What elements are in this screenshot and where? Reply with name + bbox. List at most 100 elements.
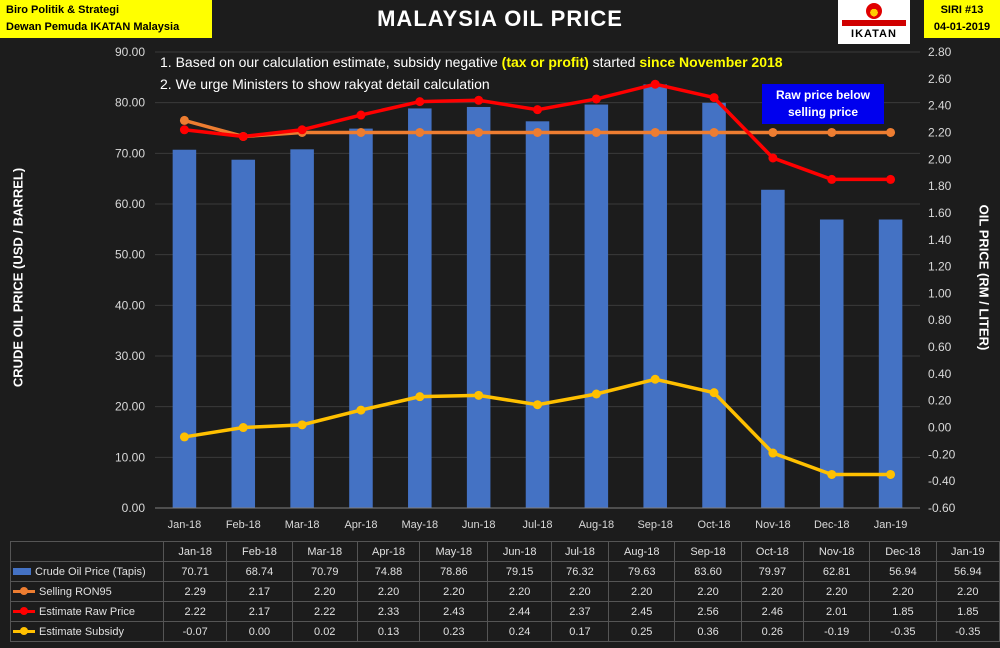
point-estimate-subsidy	[415, 392, 425, 402]
data-cell: 68.74	[226, 561, 293, 582]
data-cell: -0.35	[869, 621, 937, 642]
table-row: Estimate Subsidy -0.07 0.00 0.02 0.13 0.23 0.2…	[10, 621, 1000, 642]
point-estimate-subsidy	[650, 374, 660, 384]
data-cell: -0.19	[802, 621, 871, 642]
data-table-column-header: Dec-18	[869, 541, 937, 562]
table-row: Selling RON95 2.29 2.17 2.20 2.20 2.20 2.20 2.2…	[10, 581, 1000, 602]
y-right-tick-label: 1.80	[928, 179, 952, 193]
y-axis-left-label: CRUDE OIL PRICE (USD / BARREL)	[10, 167, 26, 388]
point-estimate-subsidy	[297, 420, 307, 430]
data-cell: 56.94	[869, 561, 937, 582]
x-tick-label: Apr-18	[344, 519, 377, 531]
series-date: 04-01-2019	[933, 21, 991, 33]
point-estimate-raw-price	[356, 110, 366, 120]
table-row: Estimate Raw Price 2.22 2.17 2.22 2.33 2.43 2.…	[10, 601, 1000, 622]
series-name-cell: Estimate Raw Price	[10, 601, 164, 622]
data-cell: 0.36	[674, 621, 742, 642]
publisher-line-1: Biro Politik & Strategi	[6, 4, 120, 16]
data-cell: 2.20	[935, 581, 1000, 602]
data-cell: 79.97	[740, 561, 805, 582]
legend-label: Estimate Subsidy	[39, 625, 124, 638]
data-cell: 0.00	[226, 621, 293, 642]
series-name-cell: Crude Oil Price (Tapis)	[10, 561, 164, 582]
y-right-tick-label: 1.00	[928, 286, 952, 300]
note-1: 1. Based on our calculation estimate, su…	[160, 54, 783, 70]
legend-key-icon	[13, 627, 35, 636]
data-table-column-header: Jan-18	[162, 541, 228, 562]
data-cell: 2.44	[487, 601, 552, 622]
data-cell: 2.46	[740, 601, 805, 622]
bar-crude-oil	[878, 219, 903, 508]
note-2: 2. We urge Ministers to show rakyat deta…	[160, 76, 490, 92]
y-left-tick-label: 70.00	[115, 146, 145, 160]
publisher-line-2: Dewan Pemuda IKATAN Malaysia	[6, 21, 180, 33]
bar-crude-oil	[525, 121, 550, 508]
y-left-tick-label: 20.00	[115, 400, 145, 414]
data-cell: 2.33	[356, 601, 421, 622]
y-right-tick-label: 0.20	[928, 394, 952, 408]
y-right-tick-label: 0.60	[928, 340, 952, 354]
y-right-tick-label: -0.40	[928, 474, 956, 488]
y-right-tick-label: 1.20	[928, 260, 952, 274]
legend-label: Estimate Raw Price	[39, 605, 135, 618]
y-right-tick-label: 0.40	[928, 367, 952, 381]
y-left-tick-label: 40.00	[115, 298, 145, 312]
y-right-tick-label: -0.60	[928, 501, 956, 515]
data-cell: 1.85	[935, 601, 1000, 622]
data-cell: 2.56	[674, 601, 742, 622]
point-estimate-subsidy	[591, 389, 601, 399]
data-cell: 2.17	[226, 601, 293, 622]
data-cell: 1.85	[869, 601, 937, 622]
y-left-tick-label: 80.00	[115, 96, 145, 110]
y-right-tick-label: 2.40	[928, 99, 952, 113]
data-table-column-header: May-18	[419, 541, 489, 562]
data-cell: 2.20	[869, 581, 937, 602]
data-table-column-header: Sep-18	[674, 541, 742, 562]
data-cell: 74.88	[356, 561, 421, 582]
data-table-column-header: Mar-18	[291, 541, 358, 562]
data-table-column-header: Jun-18	[487, 541, 552, 562]
point-selling-ron95	[591, 127, 601, 137]
series-banner: SIRI #13 04-01-2019	[924, 0, 1000, 38]
point-selling-ron95	[886, 127, 896, 137]
x-tick-label: Sep-18	[637, 519, 672, 531]
data-cell: 70.71	[162, 561, 228, 582]
data-cell: 2.29	[162, 581, 228, 602]
data-cell: 2.20	[419, 581, 489, 602]
point-selling-ron95	[768, 127, 778, 137]
bar-crude-oil	[643, 84, 667, 508]
point-selling-ron95	[827, 127, 837, 137]
point-selling-ron95	[474, 127, 484, 137]
bar-crude-oil	[761, 189, 785, 508]
data-cell: 2.20	[674, 581, 742, 602]
y-left-tick-label: 0.00	[122, 501, 146, 515]
data-cell: 2.43	[419, 601, 489, 622]
data-cell: 2.45	[608, 601, 676, 622]
data-cell: 2.20	[740, 581, 805, 602]
point-estimate-subsidy	[827, 469, 837, 479]
logo-emblem-icon	[866, 3, 882, 19]
x-tick-label: Jan-18	[168, 519, 202, 531]
bar-crude-oil	[584, 104, 609, 509]
data-cell: 62.81	[802, 561, 871, 582]
legend-key-icon	[13, 607, 35, 616]
callout-line-1: Raw price below	[775, 88, 871, 102]
point-estimate-subsidy	[886, 469, 896, 479]
point-estimate-raw-price	[886, 174, 896, 184]
data-cell: 0.17	[550, 621, 610, 642]
point-estimate-subsidy	[179, 432, 189, 442]
point-estimate-subsidy	[709, 388, 719, 398]
data-table-column-header: Jul-18	[550, 541, 610, 562]
note-1-part-a: 1. Based on our calculation estimate, su…	[160, 54, 502, 70]
point-estimate-raw-price	[474, 95, 484, 105]
y-right-tick-label: 2.60	[928, 72, 952, 86]
x-tick-label: May-18	[401, 519, 438, 531]
data-table-column-header: Nov-18	[802, 541, 871, 562]
point-estimate-raw-price	[179, 125, 189, 135]
note-1-part-c: started	[588, 54, 640, 70]
ikatan-logo: IKATAN	[838, 0, 910, 44]
point-estimate-subsidy	[474, 390, 484, 400]
y-right-tick-label: 2.80	[928, 45, 952, 59]
data-cell: -0.07	[162, 621, 228, 642]
data-cell: -0.35	[935, 621, 1000, 642]
